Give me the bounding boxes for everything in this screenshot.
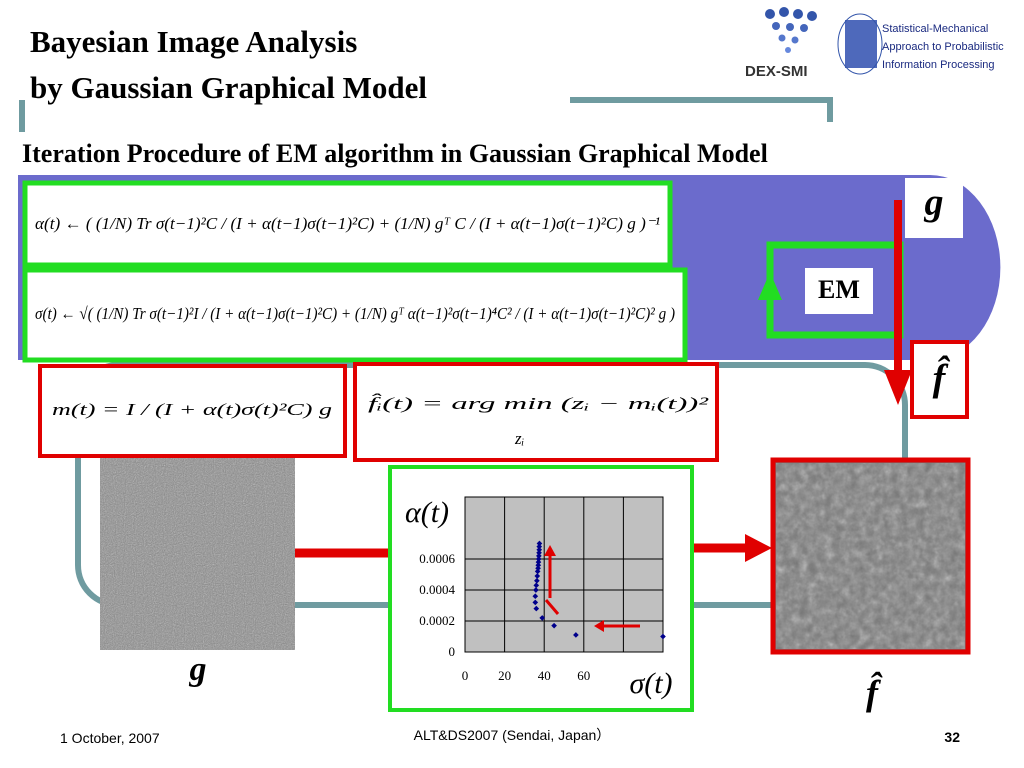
restored-image xyxy=(776,463,965,649)
arrow xyxy=(544,545,556,556)
x-label-box xyxy=(614,664,688,706)
equation: α(t) ← ( (1/N) Tr σ(t−1)²C / (I + α(t−1)… xyxy=(35,214,660,233)
point xyxy=(536,553,542,559)
noisy-image xyxy=(100,458,295,650)
point xyxy=(573,632,579,638)
point xyxy=(535,565,541,572)
logo-text: Statistical-Mechanical xyxy=(882,23,988,35)
logo-dex: DEX-SMI xyxy=(745,7,817,80)
decor-line xyxy=(570,97,833,122)
point xyxy=(551,622,557,629)
point xyxy=(535,562,542,569)
g-label: g xyxy=(924,182,944,224)
x-tick-label: 60 xyxy=(577,668,590,683)
logo-text: Approach to Probabilistic xyxy=(882,41,1004,53)
y-tick-label: 0.0006 xyxy=(419,551,455,566)
point xyxy=(536,549,542,556)
y-tick-label: 0.0004 xyxy=(419,582,455,597)
logo-text: Information Processing xyxy=(882,59,995,71)
point xyxy=(535,556,542,562)
image-label: g xyxy=(189,651,207,688)
x-tick-label: 20 xyxy=(498,668,511,683)
arrow xyxy=(594,620,604,632)
page-number: 32 xyxy=(944,729,960,745)
image-label: f̂ xyxy=(866,671,883,713)
point xyxy=(536,546,543,553)
point xyxy=(533,605,540,612)
footer-date: 1 October, 2007 xyxy=(60,730,160,746)
logo-text: DEX-SMI xyxy=(745,63,808,80)
point xyxy=(536,540,543,547)
f-hat-box xyxy=(910,340,969,419)
x-tick-label: 40 xyxy=(538,668,551,683)
equation: m(t) = I / (I + α(t)σ(t)²C) g xyxy=(52,400,332,419)
y-tick-label: 0.0002 xyxy=(419,613,455,628)
x-tick-label: 0 xyxy=(462,668,469,683)
point xyxy=(534,573,541,579)
point xyxy=(534,577,540,584)
arrow xyxy=(758,272,782,300)
point xyxy=(536,543,543,550)
point xyxy=(532,593,539,600)
equation: σ(t) ← √( (1/N) Tr σ(t−1)²I / (I + α(t−1… xyxy=(35,304,675,323)
equation: f̂ᵢ(t) = arg min (zᵢ − mᵢ(t))² xyxy=(368,393,710,413)
subtitle: Iteration Procedure of EM algorithm in G… xyxy=(22,139,768,168)
equation: zᵢ xyxy=(514,429,524,448)
arrow xyxy=(544,599,560,615)
em-label: EM xyxy=(818,275,860,304)
point xyxy=(533,582,540,589)
plot-area xyxy=(464,496,664,653)
equation-box xyxy=(38,364,347,458)
point xyxy=(535,559,542,565)
equation-box xyxy=(22,267,688,363)
point xyxy=(539,615,546,621)
point xyxy=(533,587,539,593)
x-axis-label: σ(t) xyxy=(629,667,672,700)
point xyxy=(660,633,666,640)
arrow xyxy=(745,534,772,562)
point xyxy=(532,599,539,606)
y-tick-label: 0 xyxy=(449,644,456,659)
logo-smapip: Statistical-Mechanical Approach to Proba… xyxy=(837,13,1004,75)
arrow xyxy=(884,370,912,405)
y-axis-label: α(t) xyxy=(405,496,449,529)
equation-box xyxy=(353,362,719,462)
g-box xyxy=(905,178,963,238)
equation-box xyxy=(22,180,673,268)
title-line: Bayesian Image Analysis xyxy=(30,24,357,59)
footer-event: ALT&DS2007 (Sendai, Japan） xyxy=(414,727,611,743)
em-box xyxy=(805,268,873,314)
title-line: by Gaussian Graphical Model xyxy=(30,70,427,105)
